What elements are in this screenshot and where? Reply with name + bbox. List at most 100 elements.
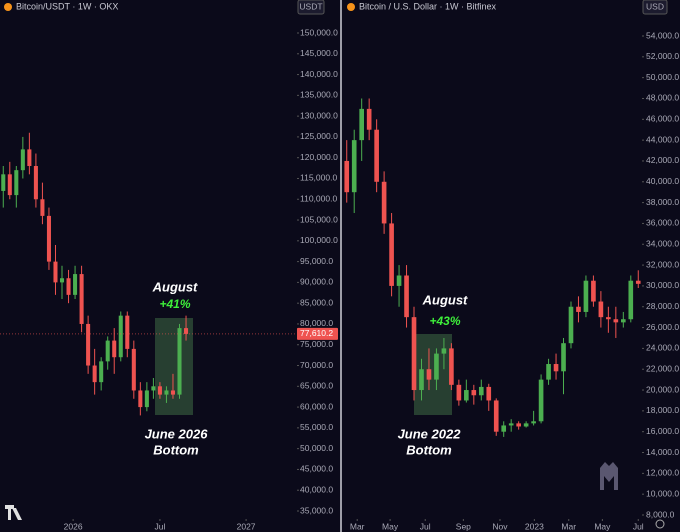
y-tick-label: 24,000.0	[646, 343, 679, 353]
candle-body	[635, 280, 641, 284]
x-tick-label: Mar	[561, 521, 576, 531]
y-tick-label: 125,000.0	[300, 131, 338, 141]
y-tick-label: 95,000.0	[300, 256, 333, 266]
annotation: August	[152, 279, 198, 294]
y-tick-label: 10,000.0	[646, 488, 679, 498]
chart-title: Bitcoin/USDT · 1W · OKX	[16, 1, 118, 11]
annotation: Bottom	[153, 442, 199, 457]
y-tick-label: 90,000.0	[300, 277, 333, 287]
y-tick-label: 16,000.0	[646, 426, 679, 436]
candle-body	[598, 301, 604, 318]
candle-body	[73, 274, 78, 295]
y-tick-label: 22,000.0	[646, 363, 679, 373]
candle-body	[464, 390, 469, 401]
candle-body	[576, 306, 581, 312]
y-tick-label: 42,000.0	[646, 155, 679, 165]
candle-body	[568, 306, 574, 344]
coin-icon	[4, 3, 12, 11]
candle-body	[456, 384, 462, 401]
chart-title: Bitcoin / U.S. Dollar · 1W · Bitfinex	[359, 1, 497, 11]
y-tick-label: 75,000.0	[300, 339, 333, 349]
candle-body	[396, 275, 402, 286]
watermark	[600, 462, 618, 490]
candle-body	[374, 129, 379, 182]
candle-body	[419, 369, 424, 391]
candle-body	[164, 390, 169, 395]
y-tick-label: 40,000.0	[300, 484, 333, 494]
candle-body	[86, 323, 91, 366]
coin-icon	[347, 3, 355, 11]
candle-body	[79, 274, 84, 324]
y-tick-label: 65,000.0	[300, 381, 333, 391]
candle-body	[501, 425, 507, 432]
candle-body	[538, 379, 544, 422]
y-tick-label: 54,000.0	[646, 30, 679, 40]
candle-body	[144, 390, 149, 408]
candle-body	[20, 149, 25, 171]
candle-body	[40, 199, 45, 216]
settings-icon	[655, 519, 665, 529]
x-tick-label: Jul	[420, 521, 431, 531]
currency-box	[297, 0, 325, 15]
candle-body	[434, 353, 439, 380]
y-tick-label: 45,000.0	[300, 464, 333, 474]
candle-body	[53, 261, 58, 283]
candle-body	[478, 386, 484, 396]
candle-body	[33, 166, 38, 200]
y-tick-label: 50,000.0	[300, 443, 333, 453]
y-tick-label: 34,000.0	[646, 239, 679, 249]
candle-body	[606, 317, 611, 320]
y-tick-label: 115,000.0	[300, 173, 337, 183]
last-price-box	[297, 327, 338, 340]
candle-body	[184, 328, 189, 334]
currency: USDT	[299, 1, 322, 11]
candle-body	[7, 174, 12, 196]
y-tick-label: 32,000.0	[646, 259, 679, 269]
candle-body	[449, 348, 454, 385]
candle-body	[404, 275, 409, 318]
candle-body	[620, 319, 626, 323]
y-tick-label: 8,000.0	[646, 509, 675, 519]
candle-body	[351, 140, 357, 193]
candle-body	[523, 423, 529, 427]
candle-body	[583, 280, 589, 312]
y-tick-label: 20,000.0	[646, 384, 679, 394]
x-tick-label: Jul	[633, 521, 644, 531]
y-tick-label: 100,000.0	[300, 235, 338, 245]
x-tick-label: 2023	[525, 521, 544, 531]
candle-body	[553, 364, 559, 372]
y-tick-label: 80,000.0	[300, 318, 333, 328]
candle-body	[46, 215, 51, 262]
y-tick-label: 30,000.0	[646, 280, 679, 290]
y-tick-label: 52,000.0	[646, 51, 679, 61]
last-price-label: 77,610.2	[300, 328, 333, 338]
y-tick-label: 70,000.0	[300, 360, 333, 370]
candle-body	[381, 181, 387, 224]
candle-body	[389, 223, 394, 286]
y-tick-label: 140,000.0	[300, 69, 338, 79]
candle-body	[411, 317, 417, 391]
y-tick-label: 12,000.0	[646, 468, 679, 478]
logo	[5, 505, 22, 520]
y-tick-label: 120,000.0	[300, 152, 338, 162]
annotation: August	[422, 292, 468, 307]
x-tick-label: 2026	[64, 521, 83, 531]
annotation: June 2026	[145, 426, 209, 441]
y-tick-label: 150,000.0	[300, 27, 338, 37]
candle-body	[441, 348, 447, 354]
candle-body	[118, 315, 123, 358]
y-tick-label: 110,000.0	[300, 194, 337, 204]
candle-body	[344, 160, 350, 193]
y-tick-label: 40,000.0	[646, 176, 679, 186]
y-tick-label: 14,000.0	[646, 447, 679, 457]
x-tick-label: May	[382, 521, 399, 531]
candle-body	[14, 170, 19, 196]
currency-box	[642, 0, 668, 15]
candle-body	[508, 423, 514, 426]
candle-body	[471, 390, 477, 396]
y-tick-label: 48,000.0	[646, 93, 679, 103]
candle-body	[177, 328, 182, 395]
x-tick-label: Jul	[154, 521, 165, 531]
